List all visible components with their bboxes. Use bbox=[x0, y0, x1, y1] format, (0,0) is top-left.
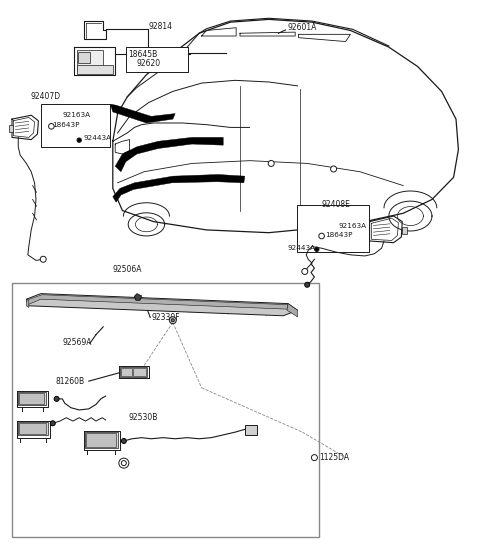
Circle shape bbox=[77, 138, 82, 142]
Circle shape bbox=[305, 282, 310, 288]
Bar bbox=[297, 205, 369, 252]
Text: 92569A: 92569A bbox=[62, 338, 92, 347]
Circle shape bbox=[319, 233, 324, 239]
Circle shape bbox=[54, 396, 59, 402]
Circle shape bbox=[302, 269, 308, 274]
Polygon shape bbox=[26, 295, 288, 309]
Text: 92163A: 92163A bbox=[338, 223, 367, 229]
Circle shape bbox=[312, 455, 317, 460]
Text: 1125DA: 1125DA bbox=[319, 453, 349, 462]
Circle shape bbox=[40, 257, 46, 262]
Text: 92506A: 92506A bbox=[113, 265, 142, 274]
Circle shape bbox=[121, 460, 126, 466]
Text: 92530B: 92530B bbox=[129, 413, 158, 422]
Polygon shape bbox=[26, 299, 29, 307]
Bar bbox=[9, 125, 13, 132]
Circle shape bbox=[48, 124, 54, 129]
Bar bbox=[12, 283, 319, 537]
Circle shape bbox=[50, 420, 55, 426]
Text: 92407D: 92407D bbox=[30, 93, 60, 101]
Bar bbox=[121, 368, 132, 376]
Bar bbox=[245, 425, 257, 435]
Text: 92814: 92814 bbox=[149, 22, 173, 31]
Bar bbox=[86, 433, 116, 447]
Bar bbox=[18, 422, 48, 435]
Bar bbox=[120, 367, 147, 377]
Polygon shape bbox=[115, 137, 223, 172]
Circle shape bbox=[119, 458, 129, 468]
Bar bbox=[133, 368, 146, 376]
Bar bbox=[126, 47, 188, 72]
Circle shape bbox=[171, 319, 174, 322]
Circle shape bbox=[268, 161, 274, 166]
Bar bbox=[78, 52, 90, 63]
Bar bbox=[77, 65, 113, 74]
Polygon shape bbox=[113, 175, 245, 202]
Text: 18643P: 18643P bbox=[325, 232, 353, 238]
Polygon shape bbox=[26, 294, 298, 316]
Text: 92330F: 92330F bbox=[151, 313, 180, 322]
Bar bbox=[41, 104, 110, 147]
Circle shape bbox=[331, 166, 336, 172]
Polygon shape bbox=[110, 104, 175, 123]
Bar bbox=[77, 50, 103, 71]
Text: 92163A: 92163A bbox=[62, 112, 91, 118]
Text: 92443A: 92443A bbox=[288, 245, 316, 250]
Text: 92443A: 92443A bbox=[84, 136, 112, 141]
Text: 92601A: 92601A bbox=[287, 23, 316, 32]
Text: 92408E: 92408E bbox=[322, 201, 350, 209]
Bar bbox=[18, 392, 46, 405]
Bar bbox=[85, 432, 118, 448]
Bar bbox=[19, 423, 46, 434]
Text: 18643P: 18643P bbox=[52, 122, 79, 127]
Polygon shape bbox=[134, 294, 142, 300]
Circle shape bbox=[314, 247, 319, 252]
Polygon shape bbox=[287, 304, 298, 317]
Circle shape bbox=[169, 317, 176, 324]
Circle shape bbox=[121, 438, 126, 444]
Text: 18645B: 18645B bbox=[128, 50, 157, 59]
Bar bbox=[402, 227, 407, 234]
Bar bbox=[19, 393, 44, 404]
Text: 81260B: 81260B bbox=[55, 377, 84, 386]
Text: 92620: 92620 bbox=[137, 59, 161, 68]
